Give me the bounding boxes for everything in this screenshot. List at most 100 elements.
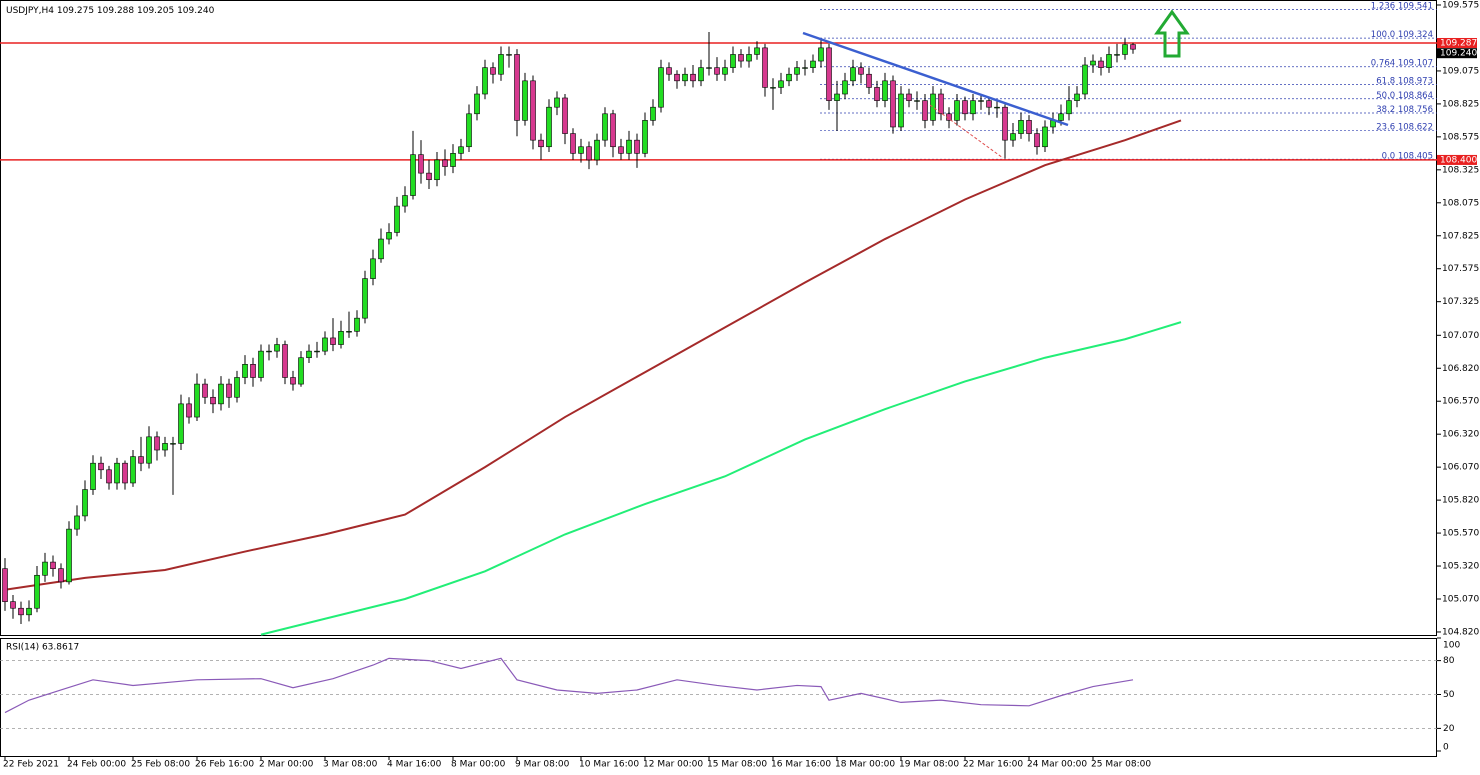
- candle-body: [418, 154, 424, 174]
- fib-label: 50.0 108.864: [1376, 90, 1433, 100]
- x-tick-label: 3 Mar 08:00: [323, 760, 378, 770]
- candle-body: [586, 146, 592, 161]
- rsi-tick-label: 50: [1443, 690, 1455, 700]
- candle-body: [698, 67, 704, 82]
- candle-body: [762, 47, 768, 88]
- fib-price: 109.324: [1398, 30, 1433, 40]
- x-tick-label: 12 Mar 00:00: [643, 760, 703, 770]
- fib-ratio: 0.764: [1371, 58, 1395, 68]
- candle-body: [410, 154, 416, 196]
- candle-body: [50, 561, 56, 569]
- y-tick-label: 106.070: [1442, 463, 1479, 473]
- y-tick-label: 104.820: [1442, 627, 1479, 637]
- candle-body: [1106, 54, 1112, 68]
- candle-body: [290, 377, 296, 385]
- candle-body: [658, 67, 664, 108]
- fib-price: 108.973: [1398, 76, 1433, 86]
- candle-body: [210, 396, 216, 405]
- candle-body: [170, 443, 176, 445]
- candle-body: [146, 436, 152, 464]
- candle-body: [1114, 54, 1120, 56]
- candle-body: [386, 232, 392, 240]
- candle-body: [978, 100, 984, 102]
- candle-body: [74, 515, 80, 530]
- fib-price: 108.405: [1398, 151, 1433, 161]
- fib-price: 109.107: [1398, 58, 1433, 68]
- y-tick-label: 107.325: [1442, 297, 1479, 307]
- rsi-tick-label: 20: [1443, 724, 1455, 734]
- candle-body: [434, 159, 440, 181]
- fib-ratio: 1.236: [1371, 1, 1395, 11]
- candle-body: [930, 93, 936, 121]
- candle-body: [1034, 133, 1040, 148]
- fib-ratio: 0.0: [1382, 151, 1396, 161]
- candle-body: [938, 93, 944, 115]
- x-tick-label: 25 Mar 08:00: [1091, 760, 1151, 770]
- x-tick-label: 18 Mar 00:00: [835, 760, 895, 770]
- x-tick-label: 9 Mar 08:00: [515, 760, 570, 770]
- x-tick-label: 26 Feb 16:00: [195, 760, 254, 770]
- fib-price: 108.864: [1398, 90, 1433, 100]
- y-tick-label: 109.575: [1442, 1, 1479, 11]
- fib-ratio: 38.2: [1376, 104, 1395, 114]
- candle-body: [370, 258, 376, 279]
- candle-body: [378, 238, 384, 260]
- rsi-tick-label: 0: [1443, 743, 1449, 753]
- x-tick-label: 4 Mar 16:00: [387, 760, 442, 770]
- x-tick-label: 16 Mar 16:00: [771, 760, 831, 770]
- candle-body: [298, 357, 304, 385]
- y-tick-label: 105.820: [1442, 496, 1479, 506]
- candle-body: [338, 331, 344, 345]
- candle-body: [130, 456, 136, 484]
- candle-body: [122, 462, 128, 484]
- candle-body: [642, 120, 648, 154]
- last-price-label: 109.240: [1440, 49, 1477, 59]
- candle-body: [314, 350, 320, 353]
- x-tick-label: 2 Mar 00:00: [259, 760, 314, 770]
- candle-body: [554, 97, 560, 108]
- rsi-tick-label: 80: [1443, 656, 1455, 666]
- candle-body: [450, 153, 456, 167]
- up-arrow: [1154, 9, 1190, 58]
- candle-body: [10, 601, 16, 609]
- fib-label: 0.764 109.107: [1371, 58, 1433, 68]
- moving-average: [260, 321, 1182, 636]
- candle-body: [650, 106, 656, 121]
- candle-body: [770, 87, 776, 89]
- price-box: [1437, 154, 1477, 165]
- candle-body: [682, 73, 688, 82]
- candle-body: [618, 146, 624, 154]
- candle-body: [562, 97, 568, 134]
- candle-body: [874, 87, 880, 101]
- candle-body: [42, 561, 48, 576]
- candle-body: [1058, 113, 1064, 121]
- candle-body: [402, 195, 408, 207]
- candle-body: [162, 443, 168, 451]
- rsi-panel: [0, 638, 1437, 757]
- candle-body: [1130, 44, 1136, 50]
- x-tick-label: 22 Mar 16:00: [963, 760, 1023, 770]
- x-tick-label: 24 Feb 00:00: [67, 760, 126, 770]
- candle-body: [426, 172, 432, 181]
- candle-body: [138, 456, 144, 464]
- candle-body: [1010, 133, 1016, 141]
- y-tick-label: 106.820: [1442, 364, 1479, 374]
- y-tick-label: 105.070: [1442, 595, 1479, 605]
- y-tick-label: 107.825: [1442, 231, 1479, 241]
- candle-body: [274, 344, 280, 352]
- candle-body: [730, 54, 736, 68]
- candle-body: [810, 60, 816, 68]
- candle-body: [1018, 120, 1024, 134]
- x-tick-label: 8 Mar 00:00: [451, 760, 506, 770]
- x-tick-label: 22 Feb 2021: [3, 760, 59, 770]
- candle-body: [354, 317, 360, 332]
- last-price-box: [1437, 48, 1477, 59]
- candle-body: [738, 54, 744, 62]
- candle-body: [954, 100, 960, 121]
- candle-body: [986, 100, 992, 108]
- candle-body: [226, 383, 232, 398]
- y-tick-label: 109.075: [1442, 66, 1479, 76]
- price-box-label: 108.400: [1440, 155, 1477, 165]
